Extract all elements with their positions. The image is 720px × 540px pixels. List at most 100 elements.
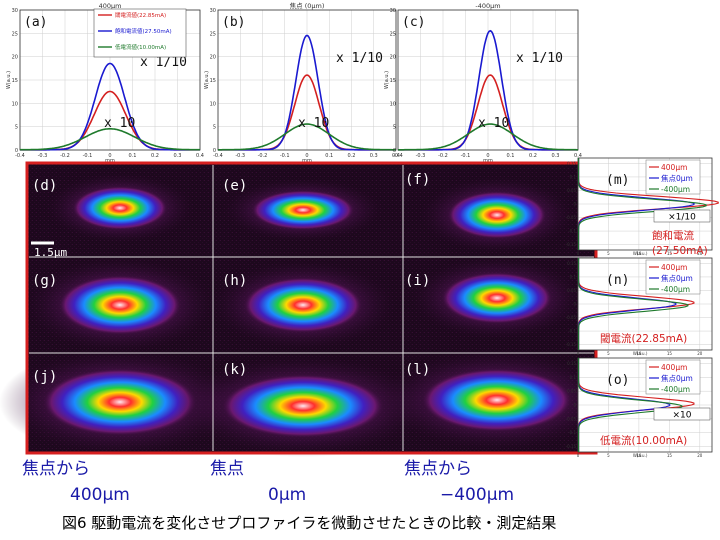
x-tick-label: 5: [607, 251, 610, 256]
image-label: (f): [405, 172, 430, 188]
x-tick-label: -0.4: [393, 153, 403, 159]
scale-bottom-label: x 10: [104, 116, 135, 131]
beam-spot-2: [222, 178, 384, 242]
scale-box-frame: [653, 407, 711, 421]
x-tick-label: 0.4: [392, 153, 400, 159]
scale-box: ×1/10: [653, 209, 711, 223]
y-tick-label: 15: [390, 78, 396, 84]
x-tick-label: -0.1: [280, 153, 290, 159]
panel-label: (a): [24, 15, 47, 30]
x-tick-label: 10: [636, 453, 642, 458]
y-tick-label: 0: [573, 202, 576, 207]
x-tick-label: 0.2: [529, 153, 537, 159]
y-tick-label: 0: [213, 148, 216, 154]
y-tick-label: -0.1: [568, 229, 576, 234]
y-tick-label: 0: [573, 302, 576, 307]
y-tick-label: 20: [390, 55, 396, 61]
y-tick-label: 10: [12, 101, 18, 107]
x-tick-label: 0.2: [151, 153, 159, 159]
legend-box: [645, 259, 701, 295]
x-tick-label: 20: [697, 351, 703, 356]
plot-frame: [577, 257, 713, 351]
y-tick-label: -0.05: [566, 315, 577, 320]
chart-title: 焦点 (0μm): [290, 1, 325, 10]
image-label: (h): [222, 273, 247, 289]
legend-entry: 焦点0μm: [661, 273, 693, 283]
y-tick-label: -0.15: [566, 342, 577, 347]
top-charts: 0 5 10 15 20 25 30 -0.4 -0.3 -0.2 -0.1 0 0.1 0.2 0.3 0.…: [6, 1, 582, 164]
beam-core: [251, 190, 355, 230]
image-labels: (d) (e) (f) (g) (h) (i) (j) (k) (l): [32, 172, 430, 385]
y-tick-label: 15: [12, 78, 18, 84]
y-axis-label: W(a.u.): [204, 71, 210, 89]
panel-label: (b): [222, 15, 245, 30]
x-tick-label: 10: [636, 251, 642, 256]
beam-spot-8: [175, 354, 431, 458]
y-tick-label: 5: [15, 125, 18, 131]
y-axis-label: W(a.u.): [6, 71, 12, 89]
plot-frame: [217, 9, 397, 151]
x-tick-label: 0.2: [348, 153, 356, 159]
x-tick-label: 15: [667, 351, 673, 356]
image-label: (l): [405, 362, 430, 378]
y-tick-label: 0: [15, 148, 18, 154]
y-tick-label: 0.15: [567, 161, 576, 166]
x-tick-label: 20: [697, 453, 703, 458]
y-tick-label: -0.05: [566, 416, 577, 421]
x-axis-label: W(a.u.): [633, 351, 648, 356]
x-tick-label: 5: [607, 351, 610, 356]
top-chart-3: 0 5 10 15 20 25 30 -0.4 -0.3 -0.2 -0.1 0 0.1 0.2 0.3 0.…: [384, 2, 582, 164]
x-tick-label: 5: [607, 453, 610, 458]
y-tick-label: 0.1: [570, 174, 577, 179]
series-line-3: [20, 128, 200, 151]
x-tick-label: -0.1: [461, 153, 471, 159]
scale-top-label: x 1/10: [336, 51, 383, 66]
bottom-label-1-line1: 焦点から: [22, 459, 90, 479]
y-tick-label: 30: [210, 8, 216, 14]
y-tick-label: 0.15: [567, 261, 576, 266]
scale-box-label: ×1/10: [668, 213, 696, 223]
bottom-label-3-line1: 焦点から: [404, 459, 472, 479]
profile-line-3: [578, 358, 683, 452]
legend-entry: 閾電流値(22.85mA): [115, 11, 166, 19]
legend-entry: 400μm: [661, 163, 687, 172]
bottom-label-2-line2: 0μm: [268, 485, 306, 505]
x-tick-label: 0: [577, 251, 580, 256]
legend-entry: 焦点0μm: [661, 373, 693, 383]
x-tick-label: 10: [636, 351, 642, 356]
legend-box: [645, 359, 701, 395]
x-tick-label: 0: [486, 153, 489, 159]
beam-core: [441, 272, 553, 324]
beam-core: [221, 374, 385, 438]
series-line-3: [218, 123, 396, 151]
scale-box-label: ×10: [673, 411, 692, 421]
x-tick-label: 0.3: [552, 153, 560, 159]
panel-label: (o): [606, 373, 629, 388]
series-line-3: [398, 123, 578, 151]
top-chart-1: 0 5 10 15 20 25 30 -0.4 -0.3 -0.2 -0.1 0 0.1 0.2 0.3 0.…: [6, 2, 204, 164]
x-tick-label: -0.2: [258, 153, 268, 159]
bottom-label-2-line1: 焦点: [210, 459, 244, 479]
x-tick-label: 0.4: [574, 153, 582, 159]
x-tick-label: -0.3: [38, 153, 48, 159]
y-tick-label: 10: [210, 101, 216, 107]
panel-label: (c): [402, 15, 425, 30]
beam-core: [42, 368, 198, 436]
x-tick-label: -0.4: [15, 153, 25, 159]
bottom-label-1-line2: 400μm: [70, 485, 130, 505]
x-axis-label: mm: [483, 158, 493, 164]
y-tick-label: -0.15: [566, 242, 577, 247]
bottom-labels: 焦点から 400μm 焦点 0μm 焦点から −400μm: [22, 459, 514, 505]
x-tick-label: 0.1: [129, 153, 137, 159]
y-tick-label: 25: [390, 31, 396, 37]
y-tick-label: 5: [393, 125, 396, 131]
beam-spot-3: [419, 176, 575, 254]
y-tick-label: 0: [573, 403, 576, 408]
x-tick-label: -0.4: [213, 153, 223, 159]
panel-label: (m): [606, 173, 629, 188]
y-tick-label: 20: [210, 55, 216, 61]
image-label: (d): [32, 178, 57, 194]
y-tick-label: 0.1: [570, 274, 577, 279]
y-tick-label: 30: [12, 8, 18, 14]
